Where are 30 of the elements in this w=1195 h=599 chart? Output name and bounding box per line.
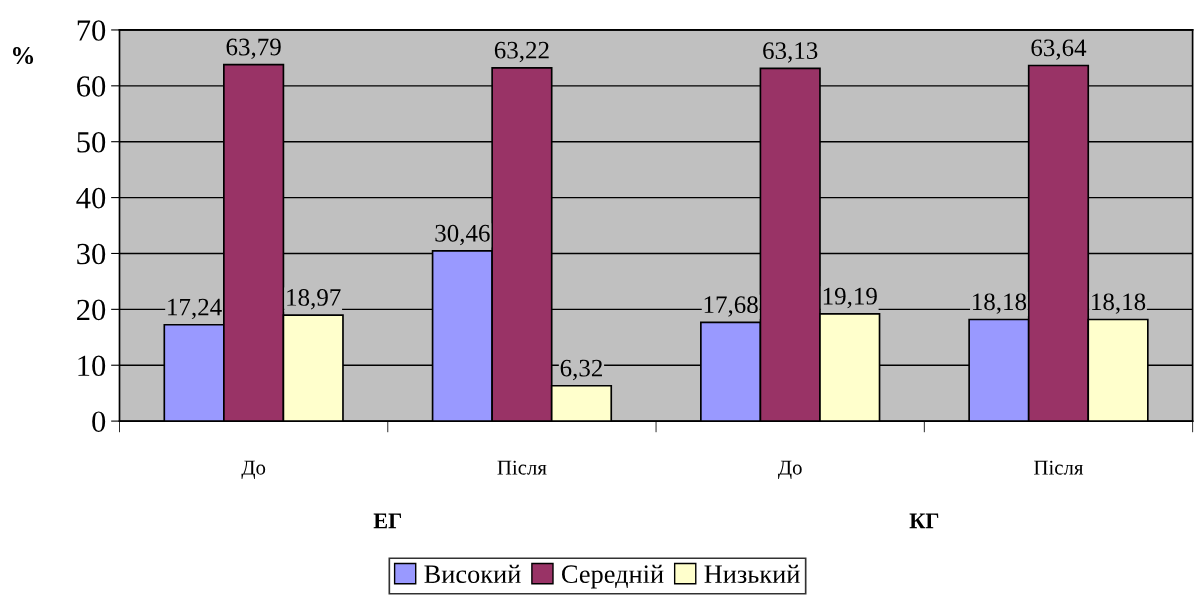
data-label: 63,64 bbox=[1031, 39, 1087, 60]
y-tick-label: 70 bbox=[77, 20, 106, 41]
y-tick-label: 0 bbox=[92, 411, 106, 432]
data-label: 18,97 bbox=[287, 288, 341, 310]
x-tick-label: Після bbox=[1034, 460, 1084, 475]
y-tick-label: 20 bbox=[77, 299, 106, 321]
y-tick-label: 60 bbox=[77, 76, 106, 97]
data-label: 17,24 bbox=[168, 298, 222, 320]
legend-label: Високий bbox=[424, 564, 521, 584]
data-label: 17,68 bbox=[704, 296, 758, 317]
data-label: 6,32 bbox=[560, 359, 602, 381]
data-label: 63,13 bbox=[763, 42, 818, 63]
data-label: 30,46 bbox=[435, 224, 490, 246]
text: КГ bbox=[909, 513, 939, 529]
legend-label: Середній bbox=[562, 564, 664, 589]
data-label: 19,19 bbox=[823, 287, 877, 309]
legend-label: Низький bbox=[704, 564, 800, 584]
y-tick-label: 40 bbox=[76, 187, 106, 209]
y-axis-title: % bbox=[12, 47, 34, 65]
x-tick-label: До bbox=[241, 460, 266, 479]
x-tick-label: Після bbox=[497, 460, 547, 475]
data-label: 63,22 bbox=[494, 41, 549, 63]
data-label: 63,79 bbox=[226, 38, 281, 59]
y-tick-label: 10 bbox=[78, 355, 106, 377]
data-label: 18,18 bbox=[1092, 293, 1146, 314]
text: ЕГ bbox=[373, 513, 402, 529]
y-tick-label: 50 bbox=[77, 131, 106, 153]
x-tick-label: До bbox=[778, 460, 802, 479]
y-tick-label: 30 bbox=[77, 243, 106, 265]
data-label: 18,18 bbox=[972, 293, 1027, 314]
